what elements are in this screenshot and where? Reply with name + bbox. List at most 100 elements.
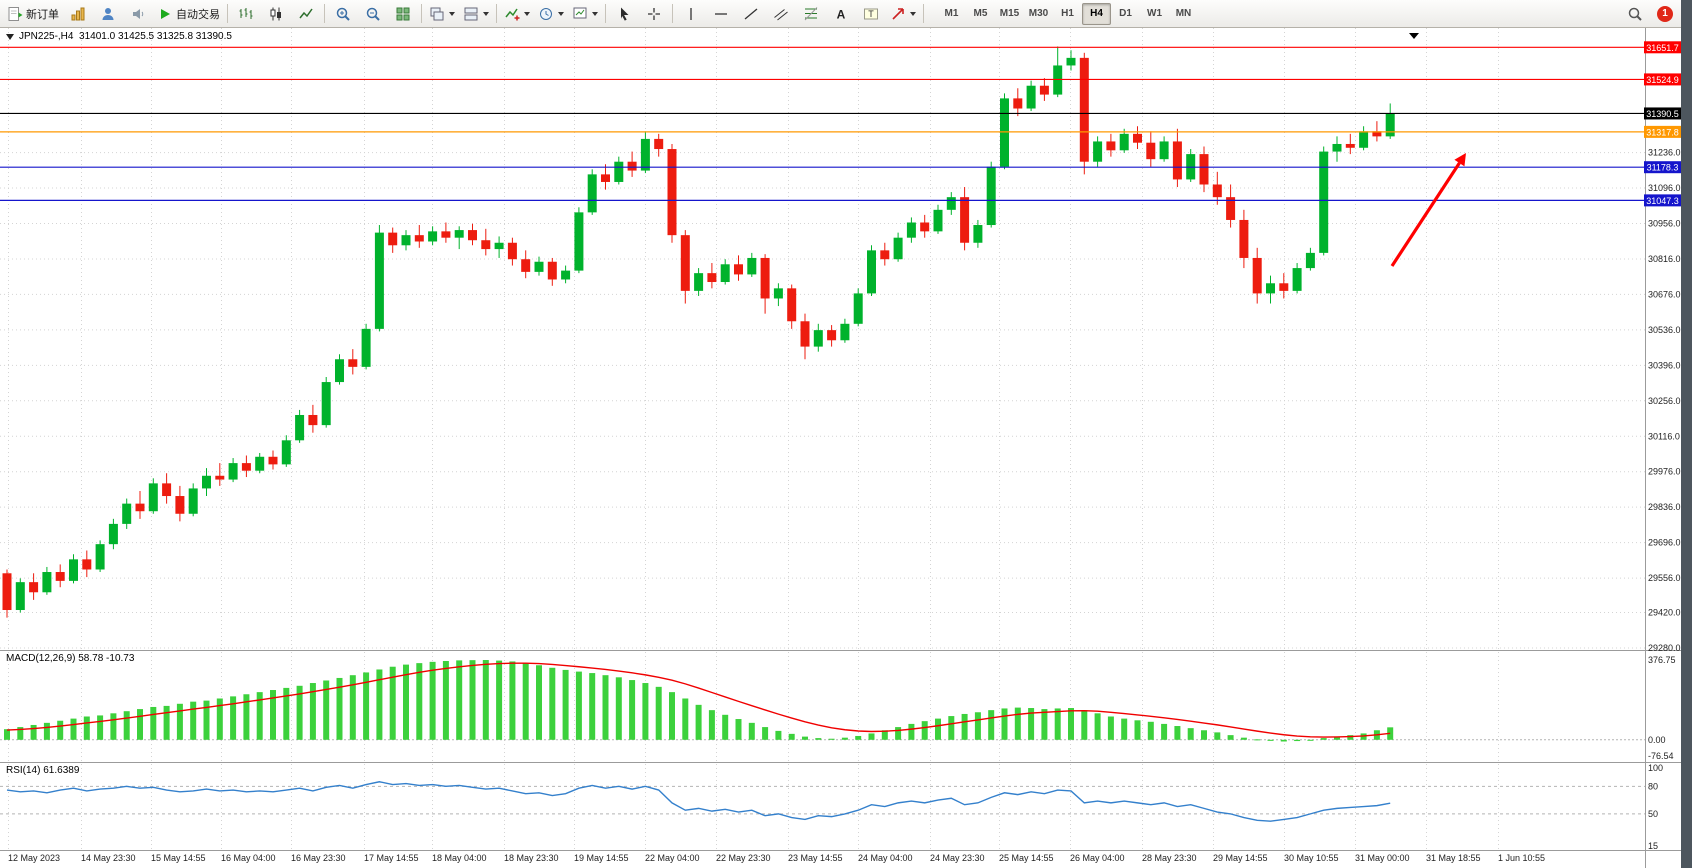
toolbar-button-horizontal-line[interactable] [706,2,736,26]
macd-bar [376,669,383,740]
cursor-icon [616,6,632,22]
macd-bar [1254,739,1261,741]
toolbar-button-text[interactable]: A [826,2,856,26]
candle [1146,142,1156,160]
toolbar-button-arrange-windows[interactable] [459,2,493,26]
price-axis-label: 29976.0 [1648,467,1681,477]
toolbar-button-new-order[interactable]: 新订单 [3,2,63,26]
price-axis-label: 30116.0 [1648,431,1680,441]
candle [920,222,930,232]
candle [760,257,770,299]
candle [561,270,571,280]
toolbar-button-new-chart[interactable] [425,2,459,26]
macd-bar [403,664,409,740]
toolbar-button-bar-chart[interactable] [231,2,261,26]
hline-icon [713,6,729,22]
toolbar-button-charts[interactable] [63,2,93,26]
macd-bar [4,729,10,740]
candle [680,235,690,291]
macd-bar [1161,723,1168,740]
macd-bar [336,677,343,740]
toolbar-button-crosshair[interactable] [639,2,669,26]
toolbar-button-zoom-out[interactable] [358,2,388,26]
collapse-arrow-icon[interactable] [6,33,14,40]
rsi-axis-label: 50 [1648,809,1658,819]
toolbar-button-alerts[interactable] [123,2,153,26]
candle [428,231,438,242]
price-badge-label: 31317.8 [1646,127,1679,137]
toolbar-button-tile-windows[interactable] [388,2,418,26]
timeframe-MN[interactable]: MN [1175,8,1192,19]
candle [215,475,225,480]
macd-bar [1240,737,1247,740]
macd-bar [1041,709,1048,740]
toolbar-button-channel[interactable] [766,2,796,26]
candle [534,261,544,272]
macd-bar [1068,708,1074,740]
candle [55,572,65,581]
timeframe-H4[interactable]: H4 [1082,2,1111,25]
toolbar-button-trendline[interactable] [736,2,766,26]
toolbar-button-text-label[interactable]: T [856,2,886,26]
macd-bar [655,686,662,740]
macd-bar [1307,739,1314,741]
toolbar-button-fibonacci[interactable] [796,2,826,26]
macd-bar [163,705,170,740]
candle [1106,141,1116,151]
toolbar-button-profiles[interactable] [93,2,123,26]
toolbar-button-line-chart[interactable] [291,2,321,26]
annotation-arrow[interactable] [1390,162,1461,267]
time-axis-label: 25 May 14:55 [999,853,1054,863]
candle [893,237,903,260]
time-axis-label: 23 May 14:55 [788,853,843,863]
toolbar-button-cursor[interactable] [609,2,639,26]
notification-badge[interactable]: 1 [1657,5,1673,22]
price-axis-label: 30956.0 [1648,219,1681,229]
chart-gold-icon [70,6,86,22]
timeframe-M5[interactable]: M5 [973,8,988,19]
candle [268,456,278,465]
candle [42,572,52,593]
candle [747,257,757,275]
toolbar-button-templates[interactable] [568,2,602,26]
candle [853,293,863,324]
toolbar-button-vertical-line[interactable] [676,2,706,26]
time-axis-label: 29 May 14:55 [1213,853,1268,863]
candle [82,559,92,570]
timeframe-D1[interactable]: D1 [1119,8,1132,19]
macd-bar [150,706,157,740]
search-button[interactable] [1620,2,1650,26]
annotation-arrow-head[interactable] [1454,153,1466,167]
macd-bar [948,716,955,740]
zoom-out-icon [365,6,381,22]
chart-shift-marker-icon[interactable] [1409,33,1419,39]
candle [255,456,265,471]
macd-bar [1028,708,1035,740]
arrange-icon [463,6,479,22]
time-axis-label: 19 May 14:55 [574,853,629,863]
candle [2,573,12,611]
candle [135,503,145,512]
dropdown-caret-icon [449,11,455,16]
macd-bar [123,711,130,740]
toolbar-button-arrows[interactable] [886,2,920,26]
window-edge-strip [1681,0,1692,868]
timeframe-W1[interactable]: W1 [1147,8,1162,19]
toolbar-button-indicators[interactable] [500,2,534,26]
toolbar-button-label: 自动交易 [176,8,220,21]
rsi-axis-label: 80 [1648,781,1658,791]
candle [162,483,172,497]
timeframe-M1[interactable]: M1 [944,8,959,19]
time-axis-label: 14 May 23:30 [81,853,136,863]
candle [840,323,850,341]
timeframe-H1[interactable]: H1 [1061,8,1074,19]
toolbar-button-periods[interactable] [534,2,568,26]
candle [122,503,132,524]
toolbar-button-candle-chart[interactable] [261,2,291,26]
toolbar-button-zoom-in[interactable] [328,2,358,26]
timeframe-M30[interactable]: M30 [1028,8,1049,19]
toolbar-button-auto-trading[interactable]: 自动交易 [153,2,224,26]
timeframe-M15[interactable]: M15 [999,8,1020,19]
candle [295,414,305,441]
